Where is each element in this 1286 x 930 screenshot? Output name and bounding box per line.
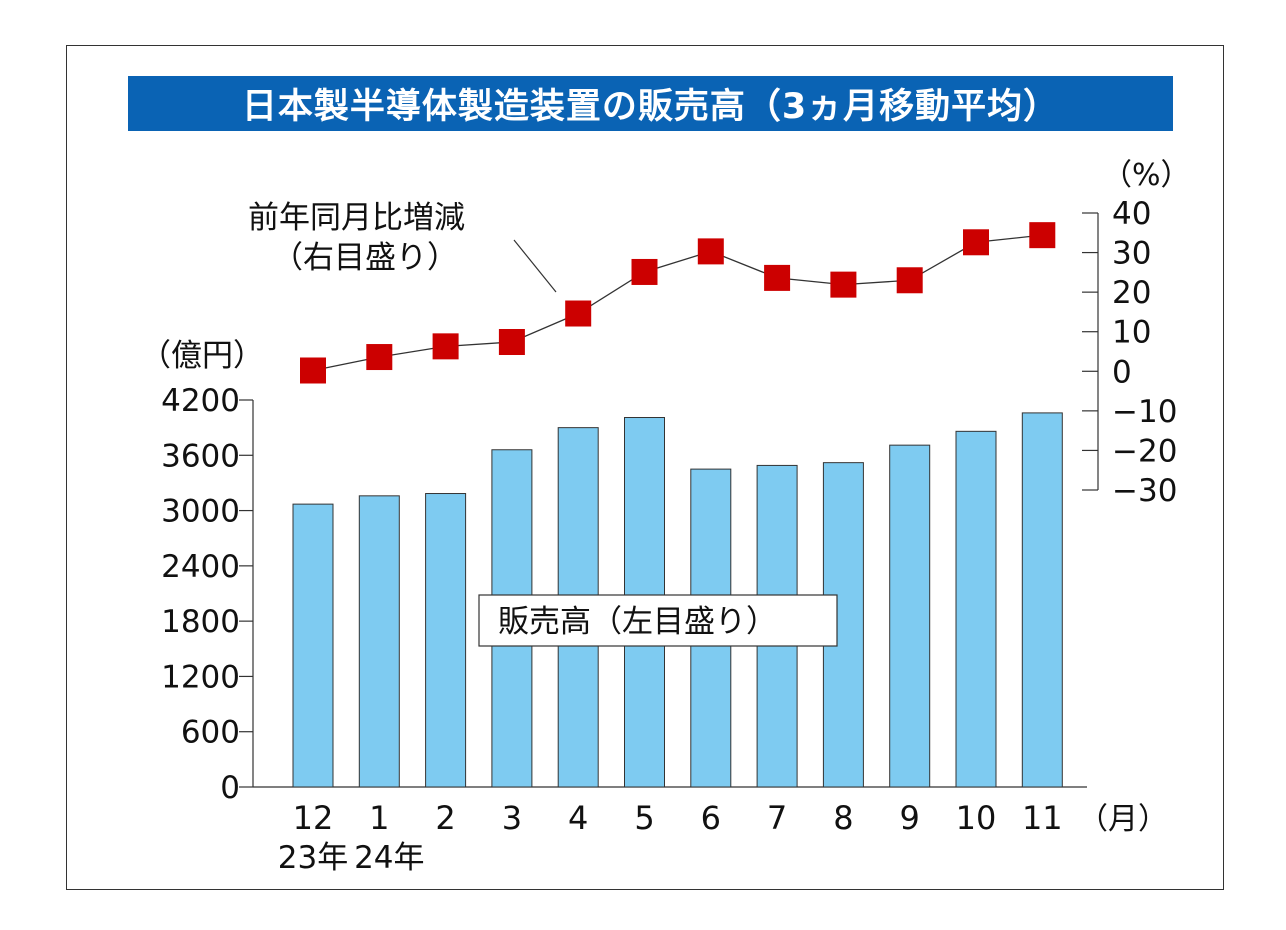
yoy-marker <box>1029 222 1056 249</box>
x-tick-label: 12 <box>293 799 334 837</box>
line-series-label: 前年同月比増減 <box>248 200 465 236</box>
x-tick-label: 3 <box>502 799 522 837</box>
yoy-marker <box>697 238 724 265</box>
left-tick-label: 4200 <box>161 383 240 419</box>
bar <box>358 495 400 788</box>
yoy-marker <box>896 267 923 294</box>
x-tick-label: 5 <box>634 799 654 837</box>
right-tick-label: 20 <box>1112 275 1151 311</box>
year-label: 23年 <box>278 840 348 876</box>
yoy-marker <box>830 271 857 298</box>
left-axis-unit: （億円） <box>140 338 264 374</box>
bar <box>955 430 997 788</box>
left-tick-label: 1200 <box>161 659 240 695</box>
left-tick-label: 2400 <box>161 549 240 585</box>
x-tick-label: 10 <box>956 799 997 837</box>
x-tick-label: 8 <box>833 799 853 837</box>
left-tick-label: 600 <box>181 715 240 751</box>
right-tick-label: 40 <box>1112 196 1151 232</box>
line-series-label-sub: （右目盛り） <box>272 240 458 276</box>
left-tick-label: 3600 <box>161 438 240 474</box>
left-tick-label: 3000 <box>161 494 240 530</box>
yoy-marker <box>565 300 592 327</box>
x-tick-label: 1 <box>369 799 389 837</box>
right-axis-unit: （%） <box>1102 158 1191 193</box>
x-axis-unit: （月） <box>1078 802 1168 837</box>
x-tick-label: 9 <box>900 799 920 837</box>
yoy-marker <box>300 357 326 384</box>
yoy-marker <box>432 333 459 360</box>
right-tick-label: 0 <box>1112 354 1132 390</box>
yoy-marker <box>498 329 525 356</box>
bar-series-label: 販売高（左目盛り） <box>498 604 777 640</box>
bar <box>889 444 931 788</box>
bar <box>1021 412 1063 788</box>
right-tick-label: −20 <box>1112 433 1177 469</box>
yoy-marker <box>764 264 791 291</box>
x-tick-label: 7 <box>767 799 787 837</box>
left-tick-label: 1800 <box>161 604 240 640</box>
x-tick-label: 2 <box>435 799 455 837</box>
right-tick-label: −30 <box>1112 473 1177 509</box>
x-tick-label: 6 <box>701 799 721 837</box>
chart-title: 日本製半導体製造装置の販売高（3ヵ月移動平均） <box>128 76 1173 131</box>
line-series-leader <box>513 239 557 293</box>
x-tick-label: 11 <box>1022 799 1063 837</box>
chart-frame <box>66 45 1224 890</box>
year-label: 24年 <box>354 840 424 876</box>
bar <box>425 493 467 788</box>
right-tick-label: 10 <box>1112 315 1151 351</box>
right-tick-label: 30 <box>1112 236 1151 272</box>
x-tick-label: 4 <box>568 799 588 837</box>
left-tick-label: 0 <box>220 770 240 806</box>
yoy-marker <box>963 229 989 256</box>
bar <box>292 503 334 788</box>
right-tick-label: −10 <box>1112 394 1177 430</box>
bar-series-label-box <box>478 594 838 647</box>
yoy-marker <box>631 258 658 285</box>
yoy-marker <box>366 344 393 371</box>
